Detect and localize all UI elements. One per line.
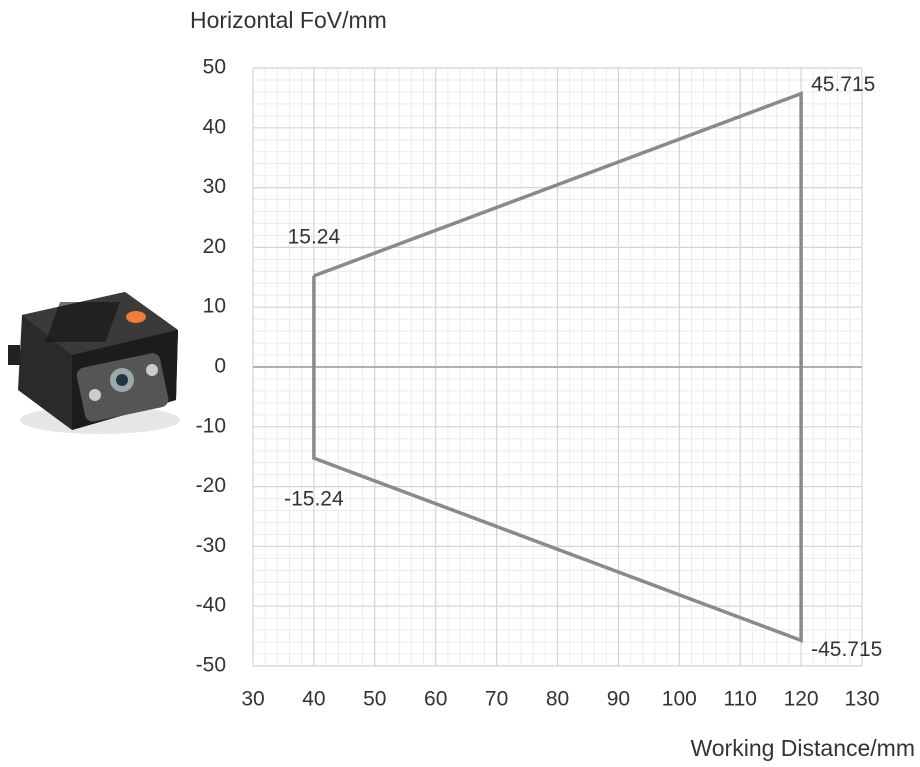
data-label: -15.24 <box>284 488 344 511</box>
y-tick-label: -30 <box>196 534 226 557</box>
y-tick-label: 10 <box>203 295 226 318</box>
y-tick-label: -40 <box>196 594 226 617</box>
y-tick-label: 30 <box>203 175 226 198</box>
x-tick-label: 120 <box>784 688 819 711</box>
x-tick-label: 80 <box>546 688 569 711</box>
y-tick-label: -10 <box>196 414 226 437</box>
x-tick-label: 90 <box>607 688 630 711</box>
data-label: 15.24 <box>288 225 341 248</box>
y-tick-label: 20 <box>203 235 226 258</box>
y-tick-label: 40 <box>203 115 226 138</box>
y-tick-label: 0 <box>214 355 226 378</box>
y-tick-label: 50 <box>203 56 226 79</box>
x-tick-label: 60 <box>424 688 447 711</box>
data-label: 45.715 <box>811 73 875 96</box>
x-tick-label: 70 <box>485 688 508 711</box>
chart: Horizontal FoV/mm Working Distance/mm 30… <box>0 0 920 767</box>
x-tick-label: 100 <box>662 688 697 711</box>
y-axis-label: Horizontal FoV/mm <box>190 7 387 33</box>
x-tick-label: 30 <box>241 688 264 711</box>
x-tick-label: 110 <box>723 688 756 711</box>
x-axis-label: Working Distance/mm <box>690 735 915 761</box>
y-tick-label: -50 <box>196 654 226 677</box>
y-tick-label: -20 <box>196 474 226 497</box>
x-tick-label: 130 <box>844 688 879 711</box>
camera-image <box>8 292 180 434</box>
x-tick-label: 50 <box>363 688 386 711</box>
data-label: -45.715 <box>811 638 882 661</box>
x-tick-label: 40 <box>302 688 325 711</box>
